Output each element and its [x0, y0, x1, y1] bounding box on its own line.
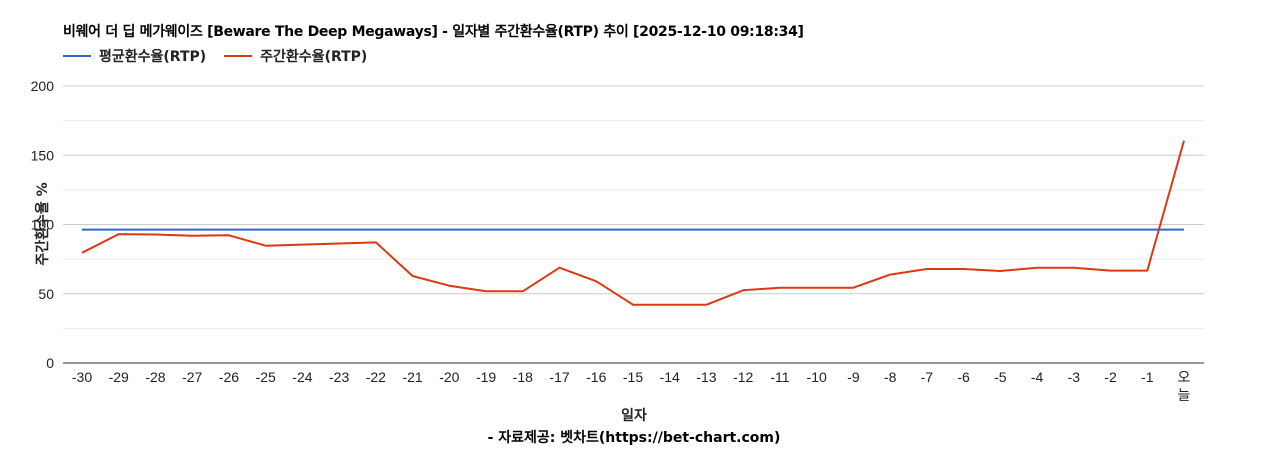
x-tick-label: -11: [770, 369, 789, 385]
data-series: [81, 140, 1185, 306]
y-axis-title: 주간환수율 %: [34, 182, 51, 265]
x-tick-label: -19: [476, 369, 496, 385]
x-tick-label: -16: [586, 369, 606, 385]
x-tick-label: -12: [733, 369, 753, 385]
x-tick-label: -13: [696, 369, 716, 385]
x-tick-label: -2: [1104, 369, 1117, 385]
x-tick-label: -15: [623, 369, 643, 385]
x-tick-label: -20: [439, 369, 459, 385]
legend-label: 평균환수율(RTP): [99, 49, 207, 65]
x-tick-label: -30: [72, 369, 92, 385]
x-tick-label: -9: [847, 369, 860, 385]
x-tick-label: -4: [1031, 369, 1044, 385]
x-tick-label: -7: [921, 369, 934, 385]
legend-swatch-line-icon: [63, 55, 91, 57]
x-tick-label: -3: [1068, 369, 1081, 385]
x-tick-label: -18: [513, 369, 533, 385]
x-axis-ticks: -30 -29 -28 -27 -26 -25 -24 -23 -22 -21 -20 -19 -18-…: [72, 369, 1191, 403]
legend-item-average-rtp[interactable]: 평균환수율(RTP): [63, 46, 206, 66]
x-tick-label: -29: [109, 369, 129, 385]
gridlines: [63, 85, 1204, 364]
x-tick-label: 오: [1178, 369, 1191, 385]
y-tick-label: 0: [46, 355, 54, 371]
x-tick-label: -1: [1141, 369, 1154, 385]
x-tick-label: -28: [145, 369, 165, 385]
legend-item-weekly-rtp[interactable]: 주간환수율(RTP): [224, 46, 367, 66]
legend-swatch-line-icon: [224, 55, 253, 57]
x-tick-label: -10: [807, 369, 827, 385]
y-tick-label: 150: [31, 147, 55, 163]
x-tick-label: -26: [219, 369, 239, 385]
x-tick-label: -6: [957, 369, 970, 385]
x-tick-label: -27: [182, 369, 202, 385]
x-tick-label: 늘: [1178, 387, 1191, 403]
chart-legend: 평균환수율(RTP) 주간환수율(RTP): [63, 46, 385, 66]
y-tick-label: 100: [31, 217, 55, 233]
x-tick-label: -5: [994, 369, 1007, 385]
x-tick-label: -22: [366, 369, 386, 385]
weekly-rtp-line[interactable]: [81, 140, 1185, 306]
x-tick-label: -8: [884, 369, 897, 385]
data-source-footer: - 자료제공: 벳차트(https://bet-chart.com): [487, 430, 781, 446]
x-axis-title: 일자: [621, 408, 647, 424]
x-tick-label: -25: [256, 369, 276, 385]
y-axis-ticks: 0 50 100 150 200: [31, 78, 55, 371]
x-tick-label: -17: [549, 369, 569, 385]
legend-label: 주간환수율(RTP): [260, 49, 368, 65]
y-tick-label: 50: [38, 286, 54, 302]
x-tick-label: -21: [402, 369, 422, 385]
y-tick-label: 200: [31, 78, 55, 94]
chart-title: 비웨어 더 딥 메가웨이즈 [Beware The Deep Megaways]…: [63, 24, 804, 40]
x-tick-label: -24: [292, 369, 312, 385]
x-tick-label: -23: [329, 369, 349, 385]
x-tick-label: -14: [660, 369, 680, 385]
